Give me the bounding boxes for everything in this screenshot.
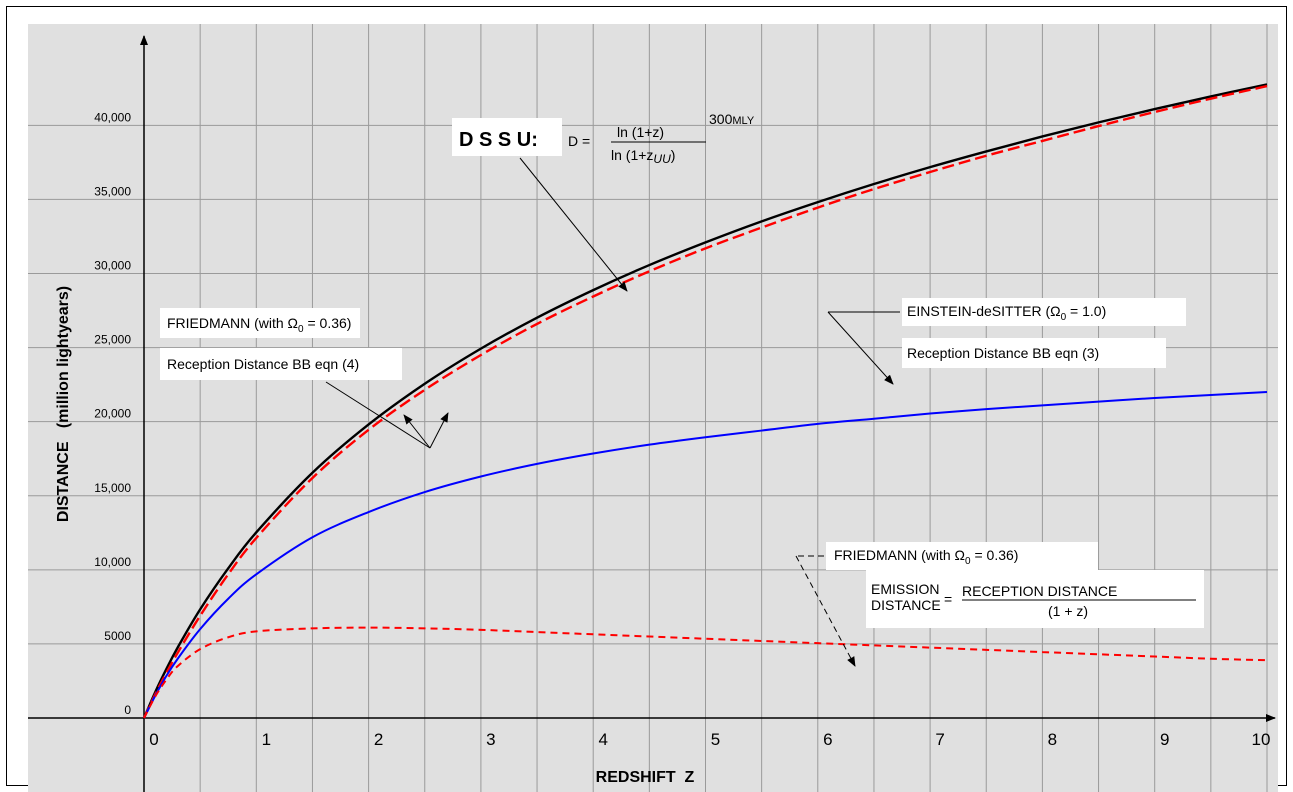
friedmann-2-title: FRIEDMANN (with Ω0 = 0.36) [834,547,1018,567]
y-tick-label: 25,000 [94,333,131,347]
friedmann-2-arrow [795,555,856,667]
dssu-denominator: ln (1+zUU) [611,147,675,166]
x-tick-label: 7 [935,730,944,749]
x-axis-label: REDSHIFT Z [596,769,695,786]
friedmann-1-desc-box [160,348,402,380]
x-tick-label: 9 [1160,730,1169,749]
y-tick-label: 0 [124,703,131,717]
dssu-label-box [452,118,562,156]
y-tick-labels: 0 5000 10,000 15,000 20,000 25,000 30,000 35,00… [94,110,131,717]
series-line-0 [142,83,1268,719]
y-tick-label: 40,000 [94,110,131,124]
y-tick-label: 15,000 [94,481,131,495]
y-tick-label: 20,000 [94,407,131,421]
x-tick-label: 4 [598,730,607,749]
y-tick-label: 10,000 [94,555,131,569]
data-series [142,83,1268,719]
dssu-factor-unit: MLY [732,115,754,127]
eds-desc-box [902,338,1166,368]
series-line-1 [142,84,1268,719]
y-tick-label: 5000 [104,629,131,643]
x-tick-label: 8 [1048,730,1057,749]
axes [28,35,1276,792]
y-tick-label: 30,000 [94,259,131,273]
x-tick-label: 2 [374,730,383,749]
dssu-numerator: ln (1+z) [617,124,664,140]
x-tick-label: 10 [1252,730,1271,749]
eds-desc: Reception Distance BB eqn (3) [907,345,1099,361]
y-axis-label: DISTANCE (million lightyears) [55,286,72,522]
friedmann-2-box [826,542,1098,570]
y-tick-label: 35,000 [94,184,131,198]
friedmann-1-pointer [325,381,431,449]
friedmann-1-arrow-b [429,412,449,449]
friedmann-reception-annotation: FRIEDMANN (with Ω0 = 0.36) Reception Dis… [160,308,449,449]
eds-arrow [827,311,894,385]
x-tick-labels: 0 1 2 3 4 5 6 7 8 9 10 [149,730,1270,749]
emission-box [866,570,1204,628]
friedmann-1-arrow-a [403,414,431,449]
emission-denominator: (1 + z) [1048,603,1088,619]
x-tick-label: 5 [711,730,720,749]
friedmann-1-title-box [160,308,360,338]
eds-title: EINSTEIN-deSITTER (Ω0 = 1.0) [907,303,1106,323]
emission-numerator: RECEPTION DISTANCE [962,583,1117,599]
dssu-eq-d: D = [568,133,590,149]
emission-line1: EMISSION [871,581,939,597]
x-tick-label: 3 [486,730,495,749]
dssu-arrow [519,157,628,292]
dssu-den-sub: UU [653,152,671,166]
dssu-label: D S S U: [459,129,538,151]
friedmann-emission-annotation: FRIEDMANN (with Ω0 = 0.36) EMISSION DIST… [795,542,1204,667]
x-tick-label: 1 [262,730,271,749]
friedmann-1-desc: Reception Distance BB eqn (4) [167,356,359,372]
eds-title-box [902,298,1186,326]
emission-eq: = [944,591,952,607]
friedmann-1-title: FRIEDMANN (with Ω0 = 0.36) [167,315,351,335]
x-tick-label: 0 [149,730,158,749]
dssu-annotation: D S S U: D = ln (1+z) ln (1+zUU) 300MLY [452,111,755,292]
series-line-2 [143,391,1268,719]
dssu-factor: 300MLY [709,111,755,127]
emission-line2: DISTANCE [871,597,941,613]
series-line-3 [143,626,1268,719]
x-tick-label: 6 [823,730,832,749]
eds-annotation: EINSTEIN-deSITTER (Ω0 = 1.0) Reception D… [827,298,1186,385]
plot-area [28,24,1278,792]
